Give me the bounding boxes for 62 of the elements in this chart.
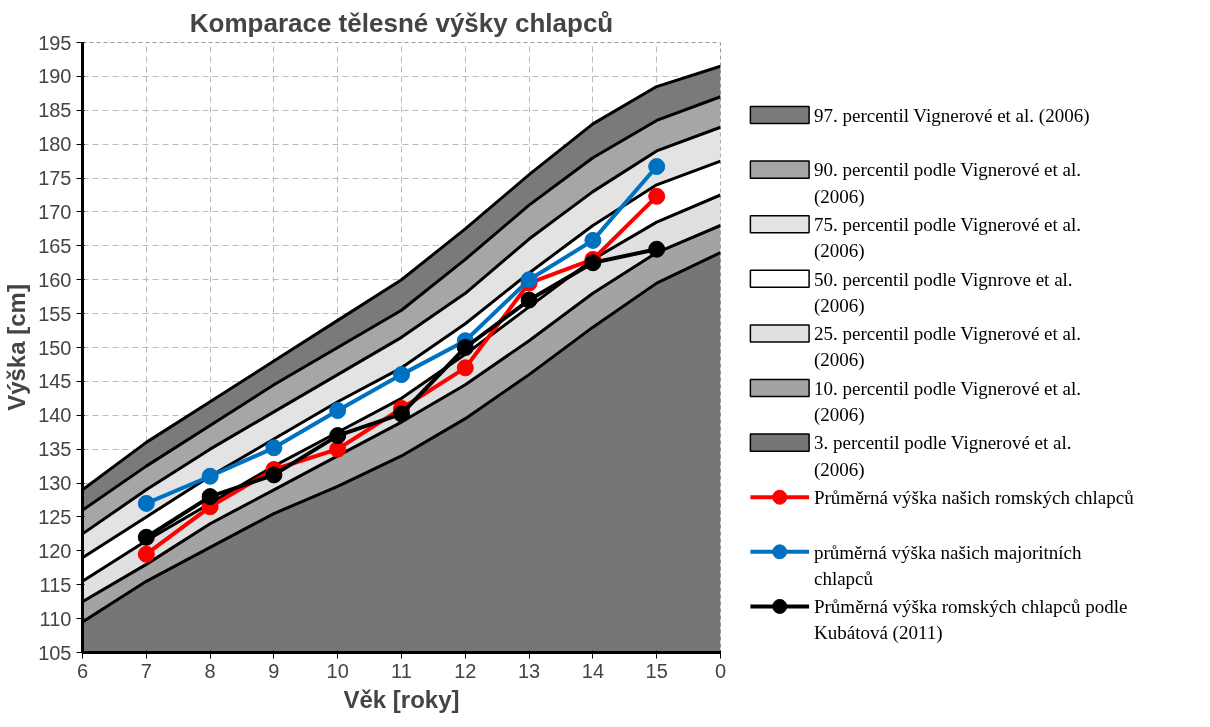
point [265, 439, 283, 457]
y-tick-label: 180 [38, 133, 72, 156]
point [520, 291, 538, 309]
y-tick-label: 175 [38, 167, 72, 190]
point [393, 405, 410, 423]
y-tick-label: 135 [38, 438, 72, 461]
y-tick-label: 190 [38, 65, 72, 88]
y-axis-title: Výška [cm] [3, 284, 31, 411]
y-tick-label: 165 [38, 234, 72, 257]
point [456, 359, 474, 377]
legend-label: 75. percentil podle Vignerové et al. (2006) [813, 213, 1082, 263]
legend-label: 50. percentil podle Vignrove et al. (2006) [813, 268, 1073, 317]
point [201, 488, 219, 506]
legend-label: 25. percentil podle Vignerové et al. (2006) [813, 323, 1082, 372]
y-tick-label: 105 [38, 641, 72, 664]
legend-label: 90. percentil podle Vignerové et al. (2006) [813, 159, 1082, 208]
y-tick-label: 130 [38, 472, 72, 495]
legend-label: 3. percentil podle Vignerové et al. (2006) [813, 432, 1072, 481]
point [137, 545, 155, 563]
y-tick-label: 160 [38, 268, 72, 291]
x-tick-label: 11 [391, 659, 412, 682]
point [265, 466, 283, 484]
point [648, 187, 666, 205]
point [137, 528, 155, 546]
y-tick-label: 145 [38, 370, 72, 393]
y-tick-label: 125 [38, 505, 72, 528]
y-tick-label: 115 [39, 573, 72, 596]
y-tick-label: 150 [38, 336, 72, 359]
x-tick-label: 15 [645, 659, 668, 682]
legend-label: Průměrná výška našich romských chlapců [813, 486, 1135, 508]
y-tick-label: 155 [38, 302, 72, 325]
chart-title: Komparace tělesné výšky chlapců [189, 7, 614, 38]
legend-label: Průměrná výška romských chlapců podle Kubátová (2011) [813, 596, 1128, 645]
x-axis-title: Věk [roky] [343, 685, 460, 713]
x-tick-label: 8 [204, 659, 216, 682]
legend-label: průměrná výška našich majoritních chlapců [813, 541, 1082, 589]
point [456, 339, 474, 356]
y-tick-label: 170 [38, 200, 72, 223]
point [201, 467, 219, 485]
y-tick-label: 140 [38, 404, 72, 427]
point [584, 231, 602, 249]
point [137, 494, 155, 512]
legend-label: 97. percentil Vignerové et al. (2006) [813, 104, 1090, 127]
point [329, 402, 347, 420]
x-tick-label: 10 [326, 659, 349, 682]
y-tick-label: 110 [39, 607, 72, 630]
point [648, 158, 666, 176]
point [648, 240, 666, 258]
point [393, 366, 410, 384]
point [329, 427, 347, 445]
legend-label: 10. percentil podle Vignerové et al. (2006) [813, 377, 1082, 427]
x-tick-label: 6 [76, 659, 89, 682]
x-tick-label: 12 [454, 659, 477, 682]
y-tick-label: 185 [38, 99, 72, 122]
x-tick-label: 7 [140, 659, 152, 682]
x-tick-label: 14 [581, 659, 605, 682]
y-tick-label: 120 [38, 539, 72, 562]
point [584, 254, 602, 272]
x-tick-label: 0 [714, 659, 727, 682]
x-tick-label: 13 [517, 659, 541, 682]
y-tick-label: 195 [38, 31, 72, 54]
x-tick-label: 9 [268, 659, 280, 682]
